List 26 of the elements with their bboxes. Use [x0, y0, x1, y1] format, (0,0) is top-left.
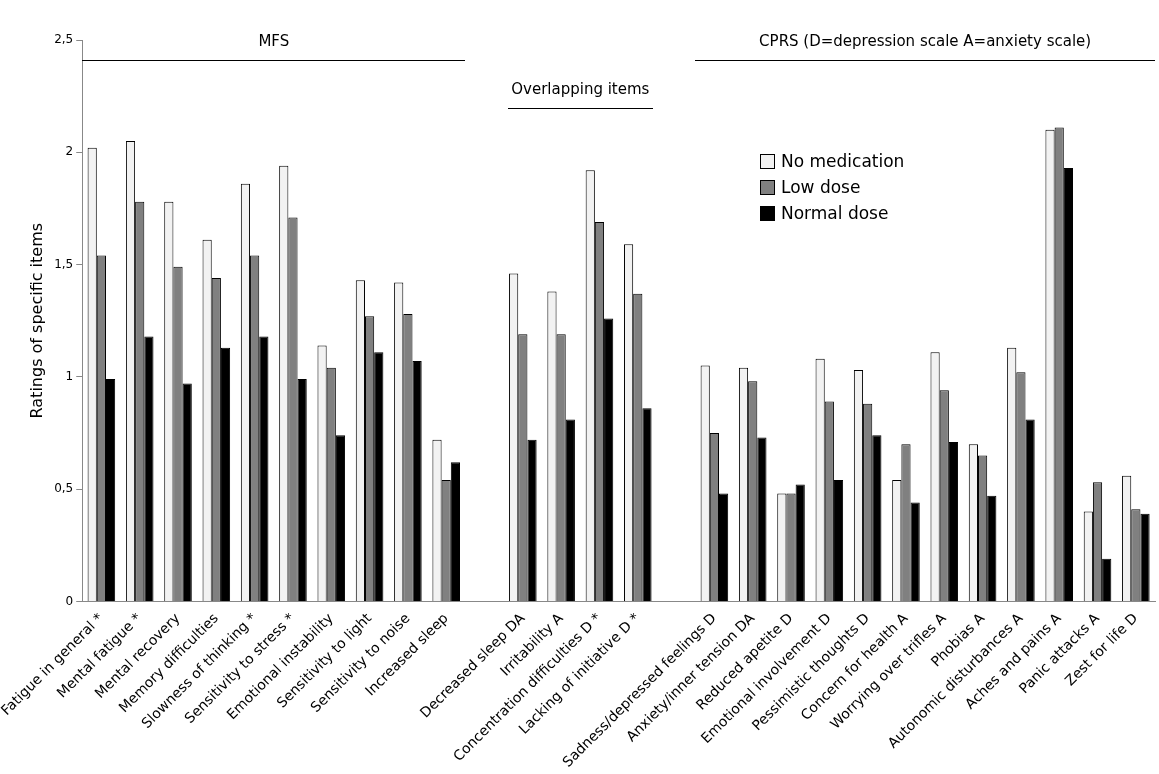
annotation: MFS	[258, 32, 290, 51]
bar	[105, 379, 116, 601]
legend-label: No medication	[781, 151, 905, 171]
y-tick-label: 0	[65, 593, 74, 608]
annotation: Overlapping items	[511, 80, 650, 99]
annotation: CPRS (D=depression scale A=anxiety scale)	[759, 32, 1092, 51]
bar	[297, 379, 307, 601]
bar	[910, 502, 920, 601]
bar	[335, 435, 346, 601]
y-tick-label: 2	[65, 144, 74, 159]
bar	[948, 441, 959, 601]
bar	[833, 480, 844, 601]
legend-label: Low dose	[781, 177, 861, 197]
bar	[1140, 513, 1150, 601]
bar	[220, 347, 231, 601]
y-tick-label: 1	[65, 368, 74, 383]
y-axis-title: Ratings of specific items	[26, 222, 46, 419]
bar	[565, 419, 575, 601]
y-tick-label: 0,5	[54, 481, 74, 496]
legend-label: Normal dose	[781, 203, 889, 223]
bar	[182, 383, 192, 601]
bar	[1063, 168, 1074, 601]
bar	[1025, 419, 1035, 601]
y-tick-label: 2,5	[54, 32, 74, 47]
bar	[719, 493, 729, 601]
y-tick-label: 1,5	[54, 256, 74, 271]
